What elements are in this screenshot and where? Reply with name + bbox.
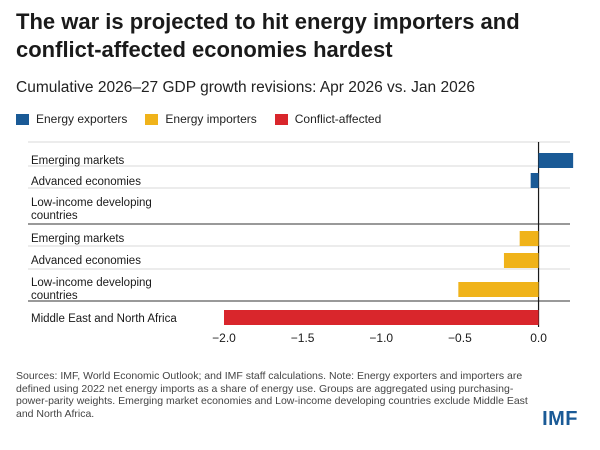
- bar-energy-exporters-advanced-economies: [530, 173, 539, 188]
- legend-swatch-energy-importers: [145, 113, 159, 125]
- legend: Energy exporters Energy importers Confli…: [16, 112, 399, 126]
- legend-item-energy-importers: Energy importers: [145, 112, 257, 126]
- legend-swatch-conflict-affected: [274, 113, 288, 125]
- chart-subtitle: Cumulative 2026–27 GDP growth revisions:…: [16, 79, 475, 96]
- imf-logo: IMF: [542, 408, 578, 430]
- bar-chart: Emerging markets Advanced economies Low-in…: [28, 141, 574, 345]
- category-label: Low-income developing countries: [31, 277, 152, 302]
- bar-energy-importers-low-income-developing-countries: [458, 282, 539, 297]
- category-labels: Emerging markets Advanced economies Low-in…: [31, 155, 177, 325]
- legend-swatch-energy-exporters: [16, 113, 29, 125]
- legend-label-conflict-affected: Conflict-affected: [294, 112, 382, 126]
- bar-conflict-affected-middle-east-and-north-africa: [224, 310, 539, 325]
- bar-energy-importers-advanced-economies: [503, 253, 539, 268]
- category-label: Emerging markets: [31, 233, 125, 245]
- legend-item-energy-exporters: Energy exporters: [16, 112, 127, 126]
- x-tick-label: −2.0: [212, 331, 236, 345]
- category-label: Emerging markets: [31, 155, 125, 167]
- x-tick-label: −1.0: [369, 331, 393, 345]
- chart-title: The war is projected to hit energy impor…: [16, 9, 520, 62]
- x-tick-label: −0.5: [448, 331, 472, 345]
- bar-energy-importers-emerging-markets: [519, 231, 539, 246]
- legend-item-conflict-affected: Conflict-affected: [274, 112, 382, 126]
- x-tick-label: −1.5: [291, 331, 315, 345]
- legend-label-energy-importers: Energy importers: [165, 112, 257, 126]
- bars: [224, 153, 574, 325]
- bar-energy-exporters-emerging-markets: [538, 153, 574, 168]
- category-label: Advanced economies: [31, 176, 141, 188]
- category-label: Advanced economies: [31, 255, 141, 267]
- x-tick-labels: −2.0 −1.5 −1.0 −0.5 0.0: [212, 331, 547, 345]
- category-label: Middle East and North Africa: [31, 313, 177, 325]
- category-label: Low-income developing countries: [31, 197, 152, 222]
- legend-label-energy-exporters: Energy exporters: [36, 112, 128, 126]
- x-tick-label: 0.0: [530, 331, 547, 345]
- grid-lines: [28, 141, 570, 270]
- footnote: Sources: IMF, World Economic Outlook; an…: [16, 370, 528, 420]
